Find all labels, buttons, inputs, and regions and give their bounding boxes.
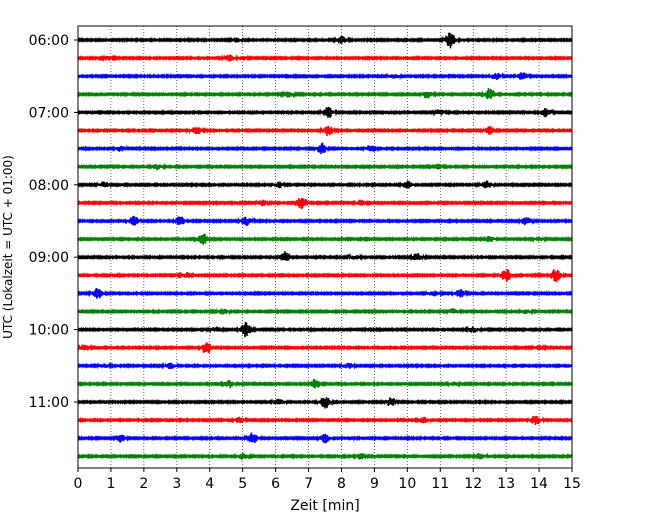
trace-line xyxy=(77,452,573,461)
x-tick-label: 15 xyxy=(563,476,581,492)
x-tick-label: 8 xyxy=(337,476,346,492)
x-tick-label: 5 xyxy=(238,476,247,492)
trace-line xyxy=(77,361,573,370)
y-tick-label: 07:00 xyxy=(29,105,69,121)
y-tick-label: 09:00 xyxy=(29,250,69,266)
x-tick-label: 11 xyxy=(431,476,449,492)
trace-line xyxy=(77,142,573,155)
x-tick-label: 1 xyxy=(106,476,115,492)
trace-line xyxy=(77,32,573,49)
trace-line xyxy=(77,87,573,100)
x-axis: 0 1 2 3 4 5 6 7 8 9 10 11 12 13 14 15 xyxy=(74,468,581,492)
trace-line xyxy=(77,269,573,283)
trace-line xyxy=(77,307,573,316)
x-axis-label: Zeit [min] xyxy=(290,498,359,514)
trace-line xyxy=(77,198,573,209)
trace-line xyxy=(77,125,573,137)
x-tick-label: 7 xyxy=(304,476,313,492)
trace-line xyxy=(77,321,573,338)
x-tick-label: 13 xyxy=(497,476,515,492)
trace-line xyxy=(77,180,573,189)
y-tick-label: 10:00 xyxy=(29,323,69,339)
x-tick-label: 14 xyxy=(530,476,548,492)
plot-background xyxy=(78,26,572,468)
trace-line xyxy=(77,106,573,118)
x-tick-label: 0 xyxy=(74,476,83,492)
x-tick-label: 2 xyxy=(139,476,148,492)
plot-frame xyxy=(77,25,573,469)
trace-line xyxy=(77,233,573,245)
x-tick-label: 10 xyxy=(398,476,416,492)
y-axis-label: UTC (Lokalzeit = UTC + 01:00) xyxy=(1,155,15,339)
trace-line xyxy=(77,288,573,299)
trace-line xyxy=(77,162,573,171)
x-tick-label: 9 xyxy=(370,476,379,492)
y-tick-label: 08:00 xyxy=(29,178,69,194)
trace-group xyxy=(77,32,573,461)
trace-line xyxy=(77,71,573,81)
trace-line xyxy=(77,251,573,262)
trace-line xyxy=(77,397,573,409)
trace-line xyxy=(77,415,573,425)
trace-line xyxy=(77,215,573,227)
x-tick-label: 6 xyxy=(271,476,280,492)
trace-line xyxy=(77,54,573,63)
y-tick-label: 11:00 xyxy=(29,395,69,411)
x-tick-label: 4 xyxy=(205,476,214,492)
y-axis: 06:00 07:00 08:00 09:00 10:00 11:00 xyxy=(29,33,78,411)
trace-line xyxy=(77,432,573,444)
trace-line xyxy=(77,342,573,354)
y-tick-label: 06:00 xyxy=(29,33,69,49)
x-tick-label: 3 xyxy=(172,476,181,492)
trace-line xyxy=(77,378,573,389)
x-tick-label: 12 xyxy=(464,476,482,492)
